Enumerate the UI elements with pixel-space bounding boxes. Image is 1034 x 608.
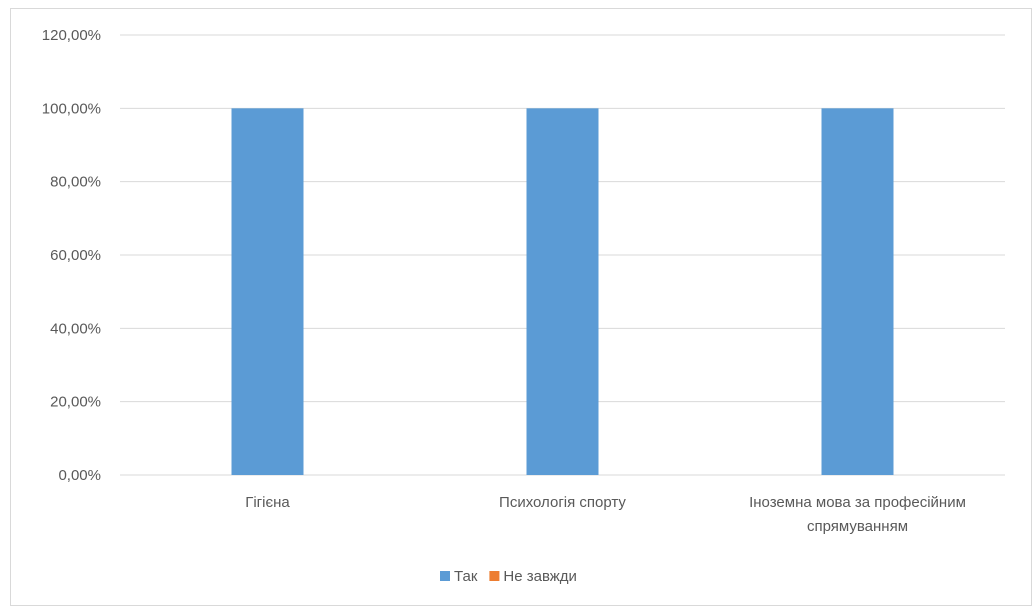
legend-swatch — [440, 571, 450, 581]
legend-label: Так — [454, 568, 478, 585]
x-category-label: спрямуванням — [807, 518, 908, 535]
y-axis-tick-labels: 0,00% 20,00% 40,00% 60,00% 80,00% 100,00% 120,… — [42, 27, 101, 484]
legend-label: Не завжди — [503, 568, 577, 585]
x-category-label: Психологія спорту — [499, 494, 626, 511]
y-tick-label: 20,00% — [50, 394, 101, 411]
bar — [526, 108, 599, 475]
y-tick-label: 40,00% — [50, 320, 101, 337]
x-category-label: Гігієна — [245, 494, 290, 511]
y-tick-label: 60,00% — [50, 247, 101, 264]
bars — [231, 108, 894, 475]
legend-swatch — [489, 571, 500, 581]
x-category-label: Іноземна мова за професійним — [749, 494, 966, 511]
bar — [821, 108, 894, 475]
x-axis-category-labels: Гігієна Психологія спорту Іноземна мова за… — [245, 494, 966, 535]
legend: Так Не завжди — [440, 568, 577, 585]
y-tick-label: 120,00% — [42, 27, 101, 44]
y-tick-label: 80,00% — [50, 174, 101, 191]
y-tick-label: 100,00% — [42, 100, 101, 117]
y-tick-label: 0,00% — [58, 467, 101, 484]
bar — [231, 108, 304, 475]
